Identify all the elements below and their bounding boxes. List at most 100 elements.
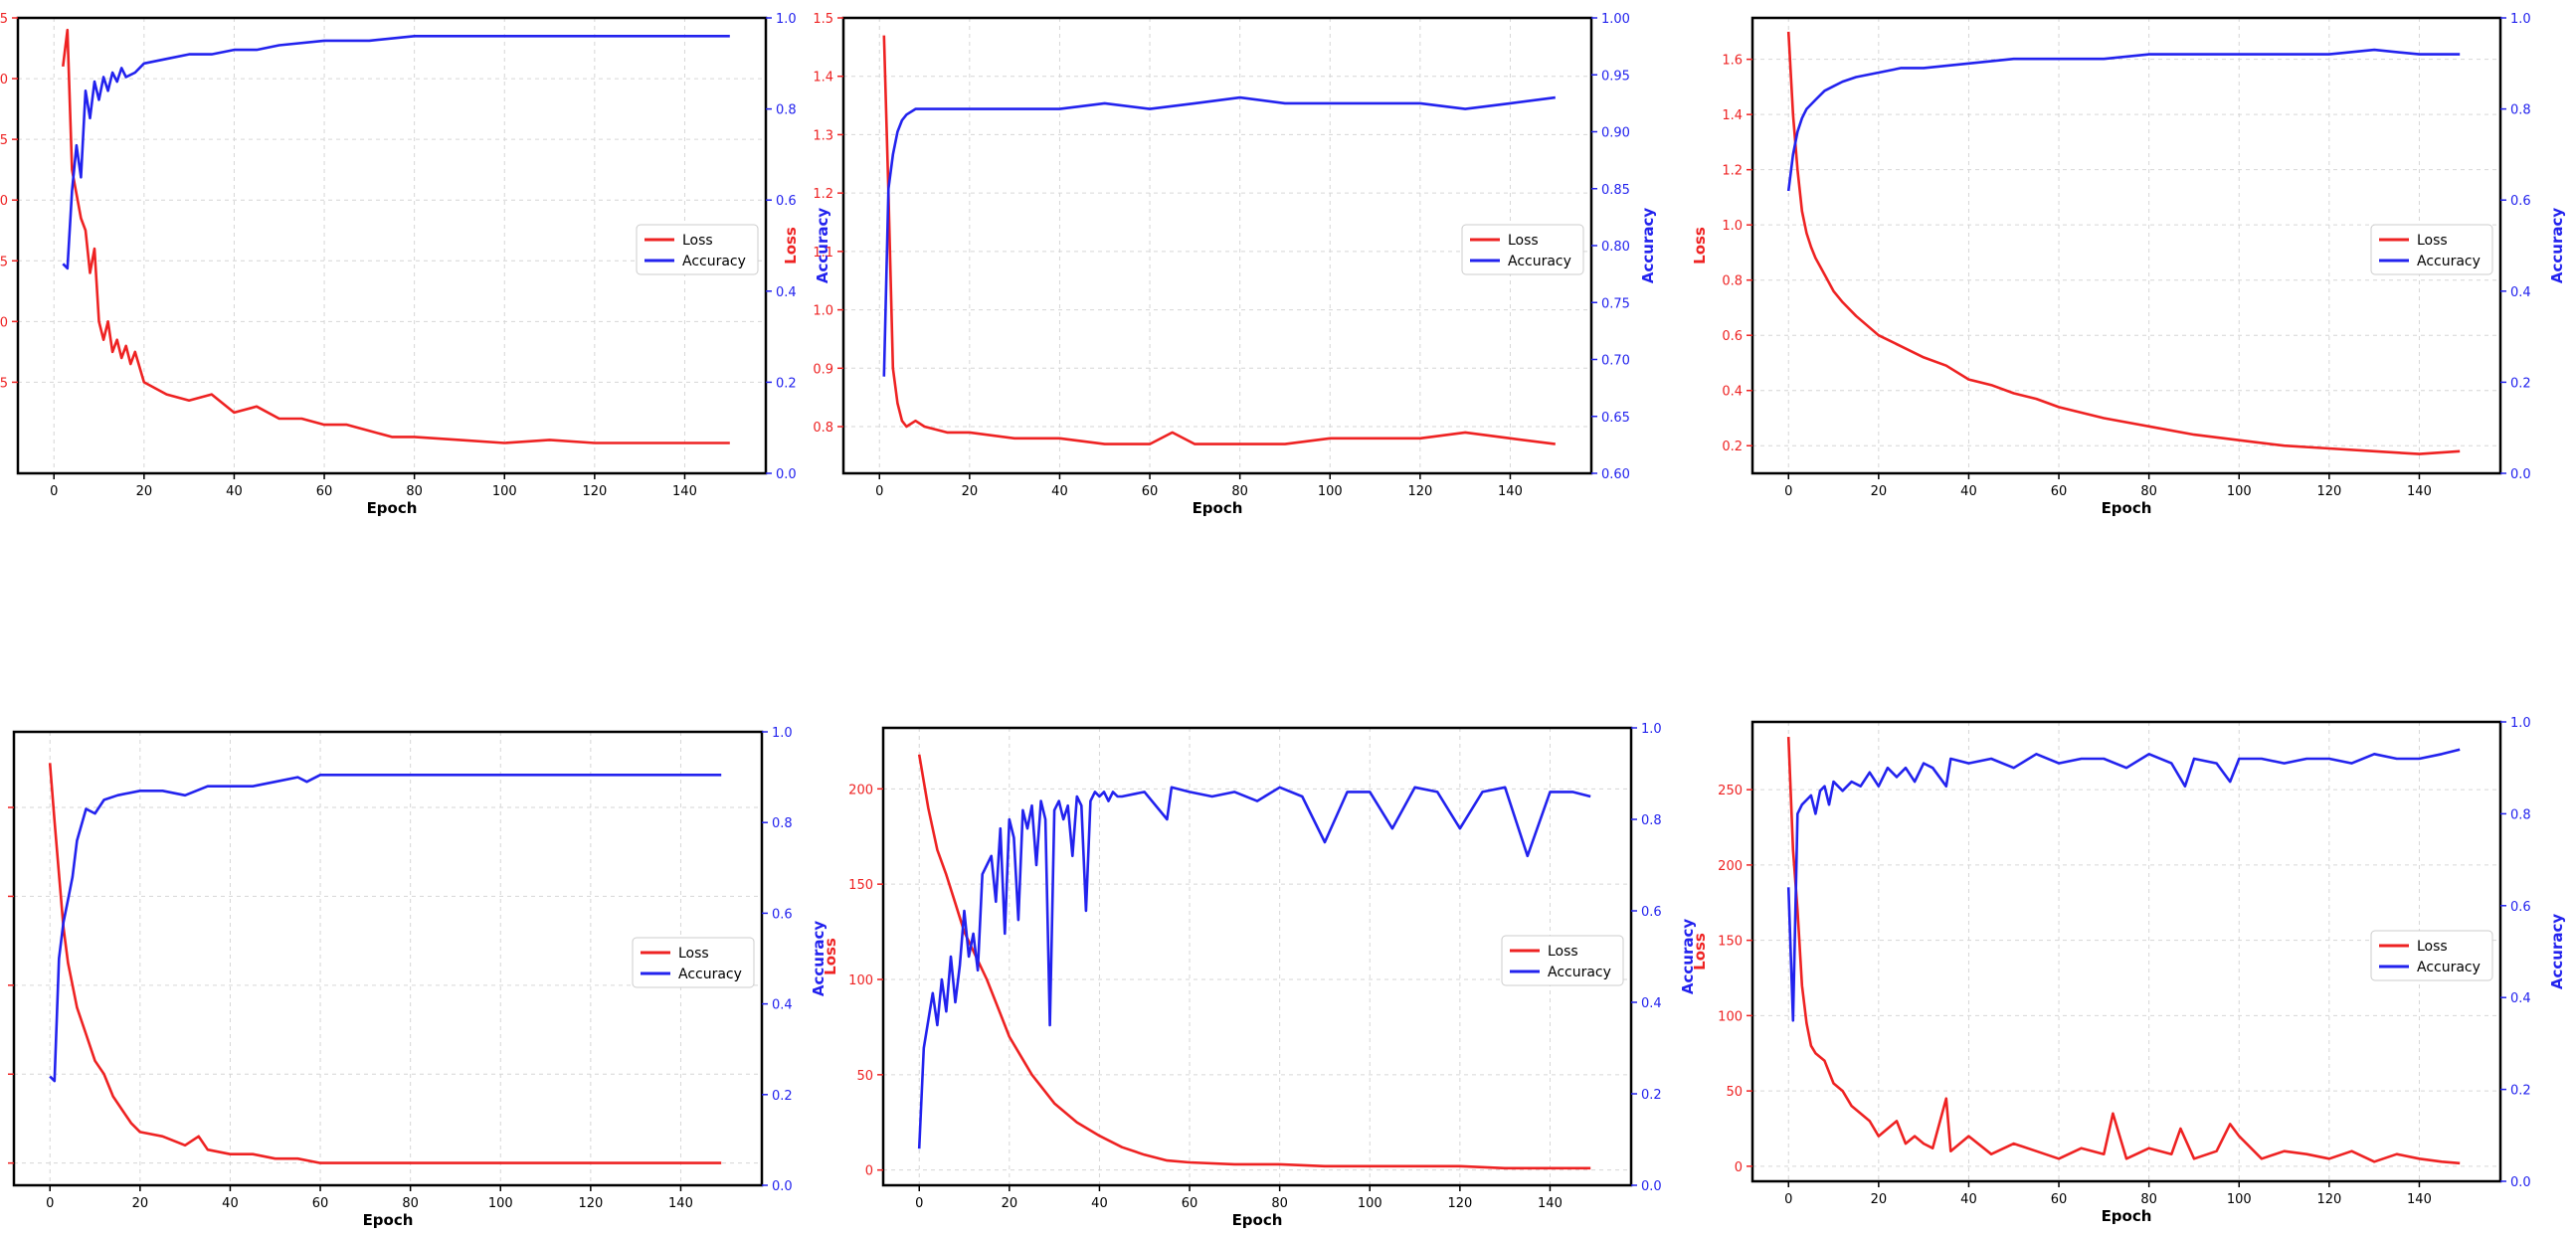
chart-panel-5: 0 20 40 60 80 100 120 140 Epoch 0 50 100 150 200 Loss 0… [822,722,1697,1229]
y-left-axis-label: Loss [1691,933,1709,970]
y-right-tick-label: 0.4 [1641,996,1662,1011]
x-axis-label: Epoch [1193,499,1243,517]
y-right-tick-label: 0.80 [1601,240,1630,255]
legend-label-accuracy: Accuracy [682,254,746,269]
x-axis-label: Epoch [2102,1207,2152,1225]
legend-label-loss: Loss [2417,939,2448,955]
y-left-tick-label: 0.6 [1722,329,1743,344]
y-right-tick-label: 1.0 [772,726,793,741]
y-right-axis-label: Accuracy [1679,919,1697,994]
legend-label-loss: Loss [2417,233,2448,249]
x-tick-label: 0 [1784,1192,1792,1207]
y-right-tick-label: 0.0 [1641,1179,1662,1194]
y-left-tick-label: 0.4 [1722,385,1743,400]
series-line-loss [62,28,730,444]
legend: Loss Accuracy [2370,224,2493,275]
series-line-accuracy [917,786,1591,1149]
y-right-axis-label: Accuracy [810,921,828,996]
x-tick-label: 40 [1091,1196,1108,1211]
grid [1752,722,2500,1181]
legend: Loss Accuracy [2370,930,2493,981]
y-right-tick-label: 0.8 [1641,813,1662,828]
x-tick-label: 40 [1051,484,1068,499]
y-left-tick-label: 200 [848,783,873,797]
legend-label-loss: Loss [1548,944,1578,960]
grid [1752,18,2500,473]
series-line-loss [1786,31,2461,455]
x-tick-label: 20 [132,1196,149,1211]
y-right-tick-label: 0.4 [2510,285,2531,300]
chart-panel-3: 0 20 40 60 80 100 120 140 Epoch 0.2 0.4 0.6 0.8 1.0 1.… [1691,12,2566,517]
legend-label-loss: Loss [1508,233,1539,249]
y-left-tick-label: 0 [0,315,8,330]
x-tick-label: 40 [1960,1192,1977,1207]
x-tick-label: 20 [1002,1196,1018,1211]
y-left-tick-label: 5 [0,376,8,391]
x-tick-label: 80 [1231,484,1248,499]
y-right-tick-label: 0.2 [2510,376,2531,391]
chart-panel-2: 0 20 40 60 80 100 120 140 Epoch 0.8 0.9 1.0 1.1 1.2 1.… [782,12,1657,517]
x-tick-label: 40 [1960,484,1977,499]
x-tick-label: 60 [1142,484,1159,499]
legend: Loss Accuracy [1501,935,1624,986]
x-tick-label: 80 [406,484,423,499]
y-right-tick-label: 0.2 [776,376,797,391]
series-line-loss [882,35,1556,445]
y-left-tick-label: 0.9 [813,362,833,377]
series-line-accuracy [882,95,1556,377]
y-right-tick-label: 0.85 [1601,183,1630,198]
y-right-tick-label: 0.2 [772,1089,793,1104]
x-tick-label: 60 [312,1196,329,1211]
y-left-tick-label: 0 [1735,1160,1743,1175]
y-right-tick-label: 0.0 [772,1179,793,1194]
y-right-tick-label: 0.75 [1601,296,1630,311]
y-right-tick-label: 0.8 [2510,807,2531,822]
x-tick-label: 100 [1358,1196,1382,1211]
y-left-tick-label: 0.2 [1722,440,1743,454]
x-tick-label: 20 [1871,484,1888,499]
chart-panel-6: 0 20 40 60 80 100 120 140 Epoch 0 50 100 150 200 250 Lo… [1691,716,2566,1225]
x-tick-label: 20 [1871,1192,1888,1207]
y-left-tick-label: 150 [1718,935,1743,950]
y-left-tick-label: 1.0 [1722,219,1743,234]
x-tick-label: 100 [2227,1192,2252,1207]
y-right-tick-label: 0.6 [2510,900,2531,915]
y-left-tick-label: 1.4 [1722,108,1743,123]
legend-label-loss: Loss [678,946,709,962]
series-line-accuracy [49,773,722,1083]
legend-label-accuracy: Accuracy [678,967,742,982]
legend: Loss Accuracy [1461,224,1584,275]
x-tick-label: 60 [1182,1196,1198,1211]
y-left-tick-label: 1.2 [1722,164,1743,179]
y-left-tick-label: 0.8 [1722,274,1743,289]
y-left-tick-label: 150 [848,878,873,893]
x-axis-label: Epoch [1232,1211,1283,1229]
x-tick-label: 100 [1318,484,1343,499]
x-tick-label: 140 [1498,484,1523,499]
y-right-tick-label: 0.0 [776,467,797,482]
y-left-tick-label: 1.3 [813,128,833,143]
legend-label-accuracy: Accuracy [1508,254,1571,269]
y-right-tick-label: 0.65 [1601,411,1630,426]
x-tick-label: 120 [1447,1196,1472,1211]
x-tick-label: 100 [2227,484,2252,499]
chart-panel-4: 0 20 40 60 80 100 120 140 Epoch 0.0 0.2 0.4 0.6 0.8 1.… [8,726,828,1229]
x-tick-label: 100 [488,1196,513,1211]
x-tick-label: 120 [578,1196,603,1211]
y-left-tick-label: 1.1 [813,246,833,261]
x-tick-label: 80 [2140,1192,2157,1207]
x-tick-label: 140 [672,484,697,499]
y-right-tick-label: 0.4 [776,285,797,300]
y-left-tick-label: 5 [0,255,8,269]
y-right-tick-label: 1.00 [1601,12,1630,27]
y-left-tick-label: 5 [0,133,8,148]
series-line-accuracy [62,34,730,270]
x-tick-label: 20 [962,484,979,499]
y-right-tick-label: 0.6 [1641,905,1662,920]
chart-panel-1: 0 20 40 60 80 100 120 140 Epoch 5 0 5 0 5 0 5 0.0 0.2 0.4 0… [0,12,831,517]
x-tick-label: 120 [1407,484,1432,499]
y-left-tick-label: 1.0 [813,304,833,319]
y-left-tick-label: 0 [865,1164,873,1179]
series-line-accuracy [1786,48,2461,192]
y-right-tick-label: 0.4 [2510,991,2531,1006]
